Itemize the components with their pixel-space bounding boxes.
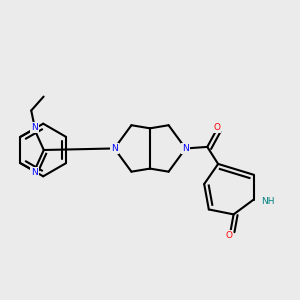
Text: N: N xyxy=(111,144,118,153)
Text: NH: NH xyxy=(262,196,275,206)
Text: N: N xyxy=(31,123,38,132)
Text: O: O xyxy=(225,231,233,240)
Text: O: O xyxy=(213,123,220,132)
Text: N: N xyxy=(182,144,189,153)
Text: N: N xyxy=(31,168,38,177)
